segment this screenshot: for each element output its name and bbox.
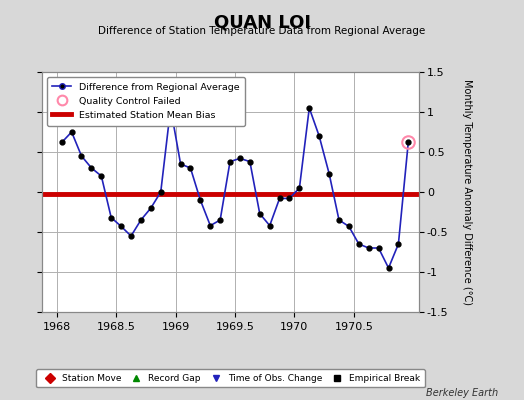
Text: Berkeley Earth: Berkeley Earth: [425, 388, 498, 398]
Legend: Station Move, Record Gap, Time of Obs. Change, Empirical Break: Station Move, Record Gap, Time of Obs. C…: [36, 370, 425, 388]
Y-axis label: Monthly Temperature Anomaly Difference (°C): Monthly Temperature Anomaly Difference (…: [462, 79, 472, 305]
Text: Difference of Station Temperature Data from Regional Average: Difference of Station Temperature Data f…: [99, 26, 425, 36]
Text: QUAN LOI: QUAN LOI: [213, 14, 311, 32]
Legend: Difference from Regional Average, Quality Control Failed, Estimated Station Mean: Difference from Regional Average, Qualit…: [47, 77, 245, 126]
